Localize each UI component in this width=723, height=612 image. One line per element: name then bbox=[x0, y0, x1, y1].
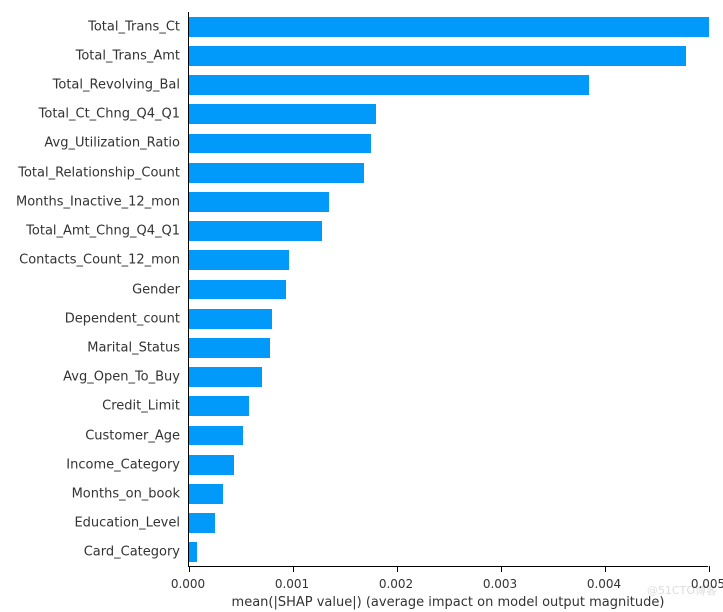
y-tick-label: Marital_Status bbox=[87, 340, 180, 355]
bar bbox=[189, 163, 364, 183]
bar bbox=[189, 309, 272, 329]
x-tick-label: 0.004 bbox=[587, 577, 621, 591]
y-tick-label: Total_Ct_Chng_Q4_Q1 bbox=[39, 107, 180, 122]
y-tick-label: Months_Inactive_12_mon bbox=[16, 194, 180, 209]
y-tick-label: Total_Trans_Amt bbox=[76, 48, 180, 63]
y-tick-label: Contacts_Count_12_mon bbox=[19, 253, 180, 268]
x-tick-label: 0.001 bbox=[275, 577, 309, 591]
bar bbox=[189, 134, 371, 154]
y-tick-label: Credit_Limit bbox=[102, 399, 180, 414]
y-tick-label: Avg_Open_To_Buy bbox=[63, 370, 180, 385]
bar bbox=[189, 17, 709, 37]
y-tick-label: Months_on_book bbox=[72, 486, 180, 501]
y-tick-label: Income_Category bbox=[66, 457, 180, 472]
x-tick bbox=[709, 566, 710, 572]
bar bbox=[189, 338, 270, 358]
y-tick-label: Card_Category bbox=[84, 545, 180, 560]
bar bbox=[189, 280, 286, 300]
bar bbox=[189, 250, 289, 270]
y-tick-label: Education_Level bbox=[74, 516, 180, 531]
x-tick-label: 0.005 bbox=[691, 577, 723, 591]
bar bbox=[189, 426, 243, 446]
y-tick-label: Total_Trans_Ct bbox=[88, 19, 180, 34]
bar bbox=[189, 75, 589, 95]
bar bbox=[189, 455, 234, 475]
x-tick-label: 0.000 bbox=[171, 577, 205, 591]
bar bbox=[189, 192, 329, 212]
x-tick bbox=[293, 566, 294, 572]
y-tick-label: Total_Relationship_Count bbox=[18, 165, 180, 180]
shap-bar-chart: mean(|SHAP value|) (average impact on mo… bbox=[0, 0, 723, 612]
x-tick-label: 0.002 bbox=[379, 577, 413, 591]
bar bbox=[189, 367, 262, 387]
bar bbox=[189, 221, 322, 241]
y-tick-label: Total_Revolving_Bal bbox=[53, 78, 180, 93]
bar bbox=[189, 542, 197, 562]
x-tick bbox=[397, 566, 398, 572]
y-tick-label: Customer_Age bbox=[85, 428, 180, 443]
x-tick-label: 0.003 bbox=[483, 577, 517, 591]
bar bbox=[189, 46, 686, 66]
y-tick-label: Gender bbox=[132, 282, 180, 297]
x-tick bbox=[189, 566, 190, 572]
x-tick bbox=[501, 566, 502, 572]
plot-area bbox=[188, 12, 708, 567]
y-tick-label: Total_Amt_Chng_Q4_Q1 bbox=[26, 224, 180, 239]
y-tick-label: Dependent_count bbox=[65, 311, 180, 326]
bar bbox=[189, 104, 376, 124]
x-axis-label: mean(|SHAP value|) (average impact on mo… bbox=[232, 595, 665, 610]
y-tick-label: Avg_Utilization_Ratio bbox=[44, 136, 180, 151]
bar bbox=[189, 484, 223, 504]
x-tick bbox=[605, 566, 606, 572]
bar bbox=[189, 513, 215, 533]
bar bbox=[189, 396, 249, 416]
